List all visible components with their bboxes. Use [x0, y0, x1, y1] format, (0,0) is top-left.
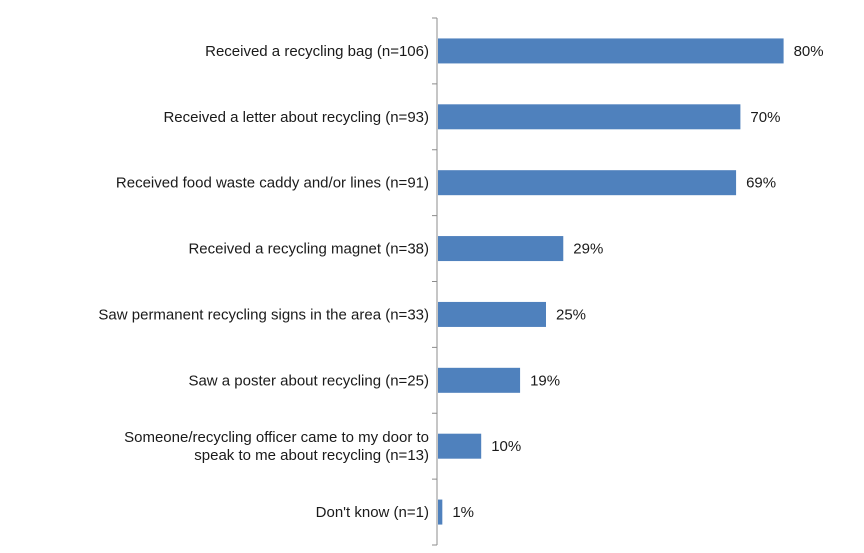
bar: [438, 433, 482, 459]
bar: [438, 170, 737, 196]
category-label: speak to me about recycling (n=13): [194, 447, 429, 464]
bar: [438, 236, 564, 262]
bar: [438, 38, 784, 64]
bar: [438, 499, 443, 525]
data-label: 19%: [530, 372, 560, 389]
bar: [438, 301, 546, 327]
category-label: Saw permanent recycling signs in the are…: [98, 306, 429, 323]
data-label: 10%: [491, 438, 521, 455]
category-label: Don't know (n=1): [316, 504, 429, 521]
data-label: 1%: [452, 504, 474, 521]
data-label: 69%: [746, 175, 776, 192]
category-label: Received food waste caddy and/or lines (…: [116, 175, 429, 192]
category-label: Saw a poster about recycling (n=25): [188, 372, 429, 389]
category-label: Received a recycling magnet (n=38): [188, 241, 429, 258]
bar: [438, 367, 521, 393]
category-label: Received a letter about recycling (n=93): [163, 109, 429, 126]
bar: [438, 104, 741, 130]
data-label: 29%: [573, 241, 603, 258]
data-label: 25%: [556, 306, 586, 323]
category-label: Received a recycling bag (n=106): [205, 43, 429, 60]
category-label: Someone/recycling officer came to my doo…: [124, 429, 429, 446]
data-label: 70%: [750, 109, 780, 126]
data-label: 80%: [794, 43, 824, 60]
